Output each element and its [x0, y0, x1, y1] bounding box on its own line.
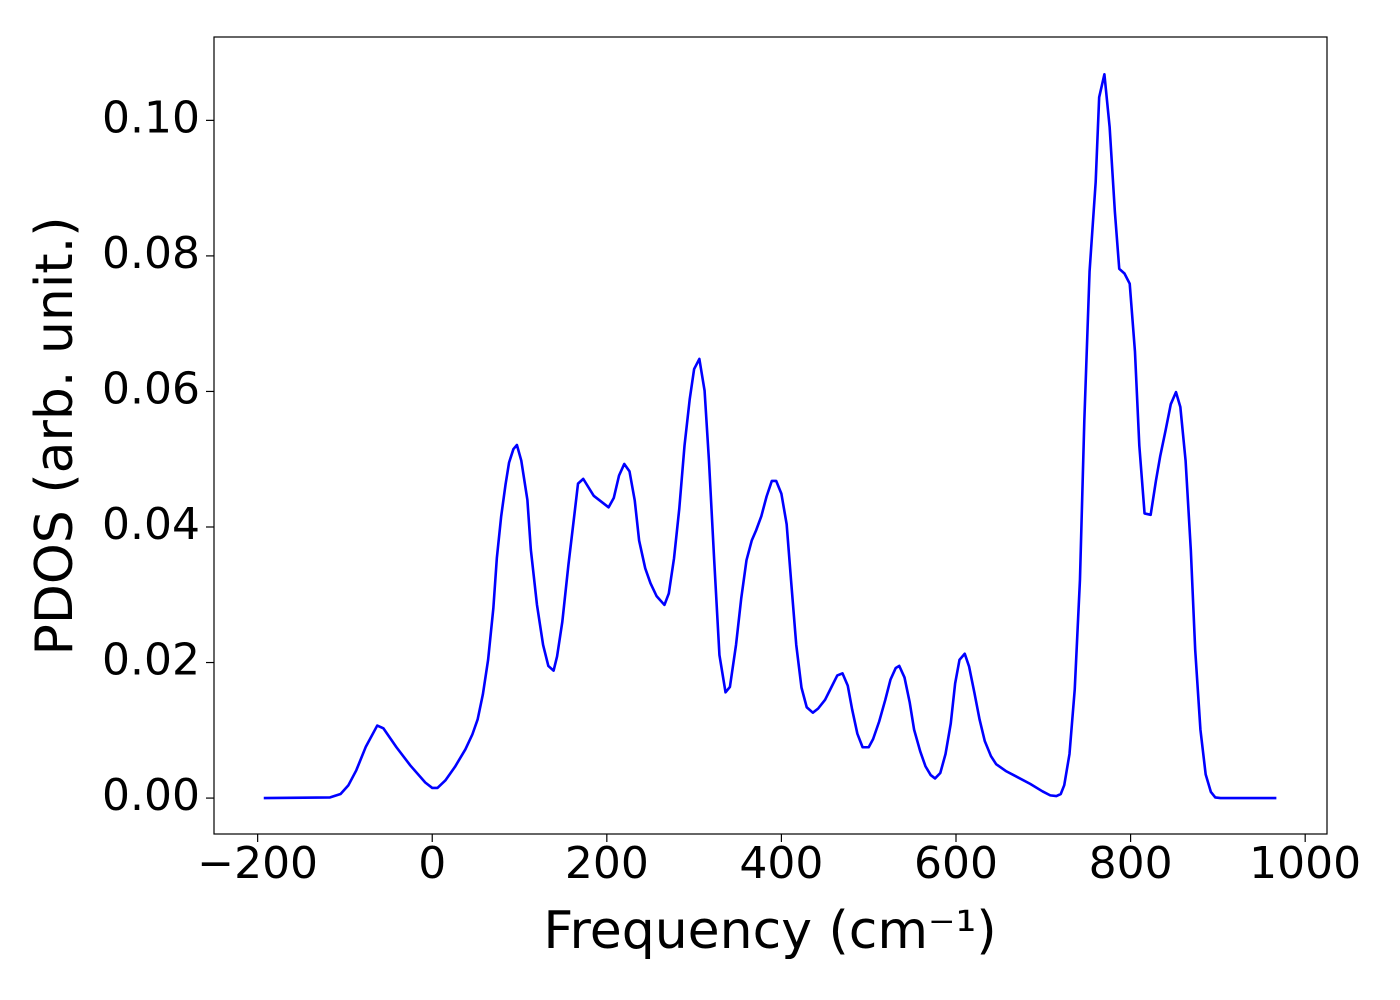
y-tick-label: 0.02 [102, 635, 200, 686]
y-tick-label: 0.10 [102, 92, 200, 143]
x-tick-label: 600 [914, 838, 998, 889]
y-tick-label: 0.04 [102, 499, 200, 550]
x-tick-label: 0 [418, 838, 446, 889]
y-tick-label: 0.00 [102, 770, 200, 821]
x-tick-label: 400 [739, 838, 823, 889]
y-axis-label: PDOS (arb. unit.) [25, 216, 85, 655]
plot-frame [213, 36, 1328, 835]
x-tick-label: 800 [1089, 838, 1173, 889]
x-tick-label: 200 [565, 838, 649, 889]
x-tick-label: −200 [197, 838, 318, 889]
x-tick-label: 1000 [1249, 838, 1361, 889]
y-tick-label: 0.08 [102, 228, 200, 279]
x-axis-label: Frequency (cm⁻¹) [543, 901, 996, 961]
data-line [263, 72, 1277, 800]
y-tick-label: 0.06 [102, 363, 200, 414]
